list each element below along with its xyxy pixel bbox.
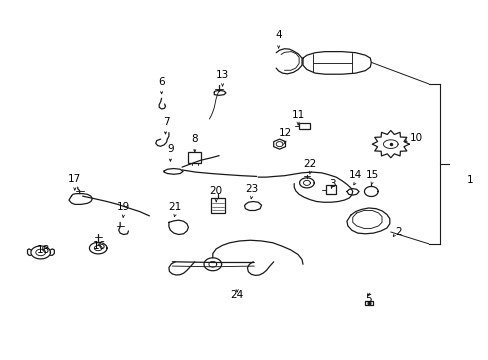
Text: 8: 8: [191, 134, 198, 144]
Text: 1: 1: [466, 175, 472, 185]
Text: 12: 12: [278, 128, 291, 138]
Text: 11: 11: [291, 110, 304, 120]
Bar: [211, 198, 224, 213]
Text: 24: 24: [230, 291, 244, 301]
Text: 13: 13: [216, 70, 229, 80]
Text: 14: 14: [348, 170, 362, 180]
Text: 4: 4: [275, 30, 282, 40]
Text: 10: 10: [409, 133, 423, 143]
Bar: [326, 185, 335, 194]
Text: 21: 21: [168, 202, 182, 212]
Bar: [299, 123, 309, 129]
Text: 23: 23: [244, 184, 258, 194]
Text: 22: 22: [303, 159, 316, 169]
Text: 7: 7: [163, 117, 169, 127]
Text: 5: 5: [365, 294, 371, 304]
Text: 16: 16: [92, 241, 105, 251]
Bar: [188, 152, 201, 163]
Text: 2: 2: [395, 227, 402, 237]
Text: 20: 20: [209, 186, 223, 196]
Text: 6: 6: [158, 77, 164, 87]
Text: 17: 17: [68, 174, 81, 184]
Text: 9: 9: [167, 144, 173, 154]
Text: 19: 19: [117, 202, 130, 212]
Text: 3: 3: [328, 179, 335, 189]
Text: 15: 15: [365, 170, 378, 180]
Text: 18: 18: [37, 245, 50, 255]
